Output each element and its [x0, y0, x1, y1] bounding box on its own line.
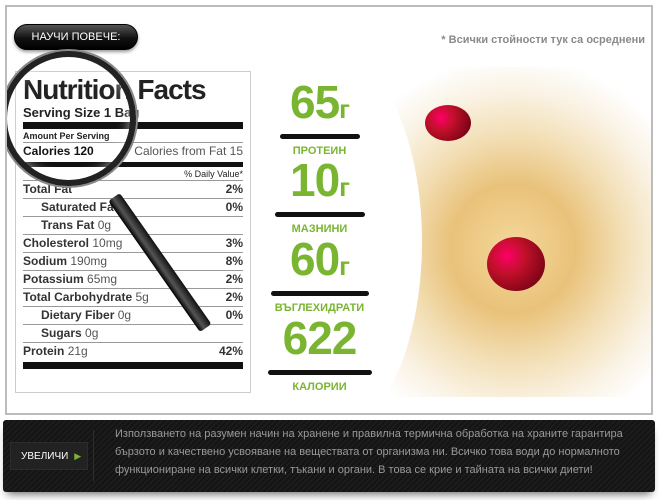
- stat-carbs: 60г ВЪГЛЕХИДРАТИ: [262, 236, 377, 315]
- nutrient-name: Sodium: [23, 254, 67, 268]
- nutrient-qty: 5g: [135, 290, 149, 304]
- nutrient-qty: 0g: [97, 218, 112, 232]
- nutrient-qty: 10mg: [92, 236, 123, 250]
- zoom-button[interactable]: УВЕЛИЧИ ▶: [10, 442, 88, 470]
- divider: [93, 430, 94, 482]
- nutrient-row: Total Carbohydrate 5g 2%: [23, 288, 243, 306]
- nutrient-pct: 8%: [225, 254, 243, 268]
- play-arrow-icon: ▶: [74, 451, 82, 461]
- cherry-icon: [425, 105, 471, 141]
- nutrient-row: Potassium 65mg 2%: [23, 270, 243, 288]
- nutrient-row: Dietary Fiber 0g 0%: [23, 306, 243, 324]
- calories-from-fat: Calories from Fat 15: [134, 144, 243, 158]
- nutrient-qty: 0g: [85, 326, 99, 340]
- nutrient-qty: 65mg: [87, 272, 118, 286]
- nutrient-pct: 0%: [225, 308, 243, 322]
- nutrient-pct: 2%: [225, 182, 243, 196]
- nutrient-pct: 0%: [225, 200, 243, 214]
- nutrient-row: Sodium 190mg 8%: [23, 252, 243, 270]
- averages-note: * Всички стойности тук са осреднени: [441, 34, 645, 46]
- content-frame: НАУЧИ ПОВЕЧЕ: * Всички стойности тук са …: [5, 5, 653, 415]
- footer-bar: УВЕЛИЧИ ▶ Използването на разумен начин н…: [3, 420, 655, 492]
- nutrient-name: Total Carbohydrate: [23, 290, 133, 304]
- stat-fat: 10г МАЗНИНИ: [262, 157, 377, 236]
- nutrient-name: Cholesterol: [23, 236, 90, 250]
- nutrient-row: Saturated Fat 0%: [23, 198, 243, 216]
- nutrient-name: Protein: [23, 344, 65, 358]
- nutrient-pct: 42%: [218, 344, 243, 358]
- magnifier-icon: [7, 51, 136, 186]
- white-oval: [232, 47, 422, 413]
- nutrient-row: Protein 21g 42%: [23, 342, 243, 360]
- nutrient-row: Sugars 0g: [23, 324, 243, 342]
- nutrient-qty: 190mg: [70, 254, 108, 268]
- nutrient-name: Potassium: [23, 272, 84, 286]
- nutrient-name: Dietary Fiber: [41, 308, 115, 322]
- description-text: Използването на разумен начин на хранене…: [115, 428, 623, 476]
- nutrient-name: Trans Fat: [41, 218, 95, 232]
- learn-more-button[interactable]: НАУЧИ ПОВЕЧЕ:: [14, 24, 138, 50]
- stat-protein: 65г ПРОТЕИН: [262, 79, 377, 158]
- daily-value-header: % Daily Value*: [184, 169, 243, 179]
- nutrient-qty: 0g: [117, 308, 132, 322]
- nutrient-pct: 2%: [225, 272, 243, 286]
- stat-calories: 622 КАЛОРИИ: [262, 315, 377, 394]
- nutrient-pct: 2%: [225, 290, 243, 304]
- nutrient-name: Saturated Fat: [41, 200, 118, 214]
- nutrient-pct: 3%: [225, 236, 243, 250]
- nutrient-name: Sugars: [41, 326, 82, 340]
- cherry-icon: [487, 237, 545, 291]
- nutrient-qty: 21g: [67, 344, 88, 358]
